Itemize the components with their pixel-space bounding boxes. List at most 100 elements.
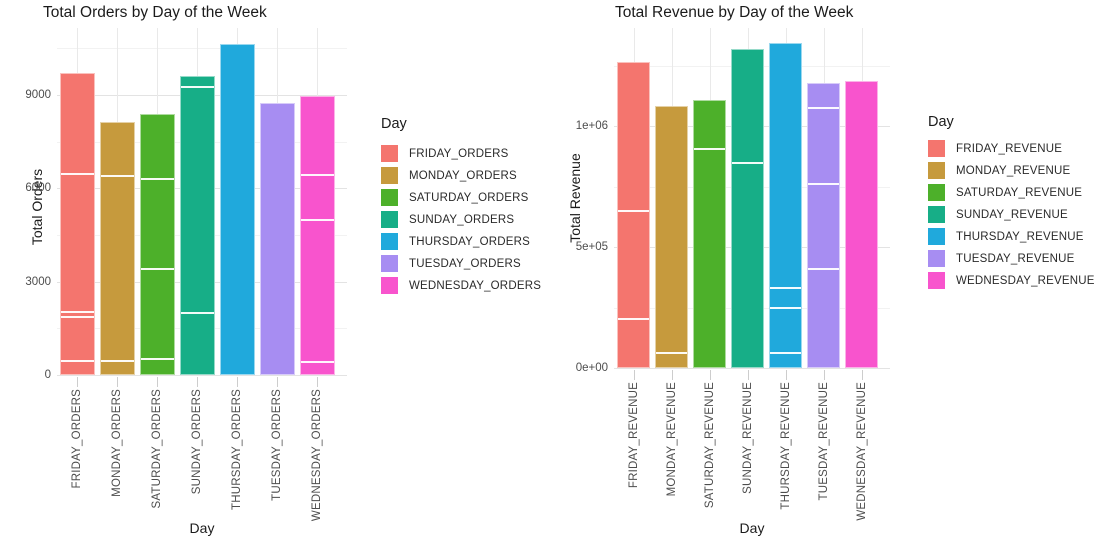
- stack-segment-line: [694, 148, 725, 151]
- x-tick-mark: [785, 370, 787, 380]
- legend-title: Day: [928, 114, 954, 130]
- x-tick-mark: [317, 377, 318, 387]
- x-tick-label: FRIDAY_ORDERS: [71, 389, 83, 494]
- x-tick-label: WEDNESDAY_ORDERS: [311, 389, 323, 526]
- stack-segment-line: [140, 178, 174, 181]
- x-tick-label-text: FRIDAY_REVENUE: [627, 382, 640, 489]
- stack-segment-line: [732, 162, 763, 165]
- x-tick-label-text: SATURDAY_ORDERS: [151, 389, 163, 509]
- chart-title: Total Orders by Day of the Week: [43, 4, 267, 21]
- x-tick-mark: [823, 370, 825, 380]
- legend-swatch-icon: [381, 211, 398, 228]
- y-tick-label: 0: [44, 369, 51, 381]
- stack-segment-line: [60, 316, 94, 319]
- legend-item: MONDAY_ORDERS: [381, 167, 517, 184]
- x-tick-label: SATURDAY_REVENUE: [704, 382, 716, 513]
- x-tick-label: MONDAY_ORDERS: [111, 389, 123, 502]
- x-tick-label: SUNDAY_REVENUE: [742, 382, 754, 499]
- legend-label: SATURDAY_ORDERS: [409, 191, 529, 204]
- bar-wednesday_revenue: [845, 80, 878, 368]
- bar-monday_revenue: [655, 105, 688, 368]
- x-tick-label: SUNDAY_ORDERS: [191, 389, 203, 499]
- x-tick-label-text: TUESDAY_ORDERS: [271, 389, 283, 501]
- x-tick-label-text: TUESDAY_REVENUE: [817, 382, 830, 501]
- stack-segment-line: [300, 219, 334, 222]
- legend-item: SUNDAY_ORDERS: [381, 211, 514, 228]
- legend-swatch-icon: [381, 233, 398, 250]
- plot-panel: [614, 28, 890, 369]
- legend-label: TUESDAY_REVENUE: [956, 252, 1075, 265]
- legend-swatch-icon: [928, 140, 945, 157]
- stack-segment-line: [770, 352, 801, 355]
- x-tick-mark: [277, 377, 278, 387]
- stack-segment-line: [770, 307, 801, 309]
- x-tick-label-text: SATURDAY_REVENUE: [703, 382, 716, 509]
- stack-segment-line: [770, 286, 801, 289]
- x-tick-mark: [117, 377, 118, 387]
- y-axis-title: Total Orders: [29, 168, 45, 246]
- x-tick-label-text: MONDAY_ORDERS: [111, 389, 123, 497]
- legend-item: TUESDAY_ORDERS: [381, 255, 521, 272]
- stack-segment-line: [140, 358, 174, 361]
- x-tick-label-text: FRIDAY_ORDERS: [71, 389, 83, 489]
- x-tick-label-text: MONDAY_REVENUE: [665, 382, 678, 497]
- legend-swatch-icon: [928, 184, 945, 201]
- x-axis-title: Day: [739, 520, 765, 536]
- y-tick-label: 1e+06: [575, 120, 608, 132]
- stack-segment-line: [808, 268, 839, 271]
- legend-item: FRIDAY_REVENUE: [928, 140, 1062, 157]
- major-gridline: [57, 375, 347, 376]
- y-tick-label: 3000: [25, 275, 51, 288]
- legend-item: SUNDAY_REVENUE: [928, 206, 1068, 223]
- x-tick-mark: [157, 377, 158, 387]
- stack-segment-line: [60, 360, 94, 363]
- legend-label: FRIDAY_ORDERS: [409, 147, 509, 160]
- bar-tuesday_revenue: [807, 82, 840, 368]
- legend-item: SATURDAY_REVENUE: [928, 184, 1082, 201]
- legend-label: THURSDAY_REVENUE: [956, 230, 1084, 243]
- bar-monday_orders: [99, 122, 135, 375]
- x-tick-label-text: SUNDAY_ORDERS: [191, 389, 203, 495]
- legend-item: THURSDAY_REVENUE: [928, 228, 1084, 245]
- legend-swatch-icon: [928, 162, 945, 179]
- x-tick-mark: [709, 370, 711, 380]
- legend-label: SATURDAY_REVENUE: [956, 186, 1083, 199]
- x-tick-mark: [671, 370, 673, 380]
- legend-swatch-icon: [928, 206, 945, 223]
- legend-swatch-icon: [928, 250, 945, 267]
- x-tick-mark: [237, 377, 238, 387]
- legend-swatch-icon: [381, 189, 398, 206]
- x-tick-label: THURSDAY_REVENUE: [780, 382, 792, 515]
- plot-panel: [57, 28, 347, 376]
- bar-sunday_revenue: [731, 49, 764, 368]
- legend-swatch-icon: [381, 145, 398, 162]
- x-tick-label: FRIDAY_REVENUE: [628, 382, 640, 493]
- stack-segment-line: [300, 174, 334, 177]
- legend-item: SATURDAY_ORDERS: [381, 189, 529, 206]
- x-axis-title: Day: [189, 520, 215, 536]
- x-tick-label-text: WEDNESDAY_REVENUE: [855, 382, 868, 521]
- stack-segment-line: [656, 352, 687, 355]
- x-tick-label: TUESDAY_REVENUE: [818, 382, 830, 505]
- bar-saturday_orders: [139, 114, 175, 375]
- x-tick-label: THURSDAY_ORDERS: [231, 389, 243, 515]
- y-axis-title: Total Revenue: [567, 153, 583, 243]
- legend-item: TUESDAY_REVENUE: [928, 250, 1074, 267]
- bar-tuesday_orders: [259, 103, 295, 375]
- x-tick-label-text: WEDNESDAY_ORDERS: [311, 389, 323, 522]
- legend-swatch-icon: [381, 255, 398, 272]
- legend-label: FRIDAY_REVENUE: [956, 142, 1063, 155]
- stack-segment-line: [60, 311, 94, 314]
- x-tick-mark: [633, 370, 635, 380]
- y-tick-label: 6000: [25, 182, 51, 195]
- stack-segment-line: [140, 268, 174, 271]
- y-tick-label: 0e+00: [575, 362, 608, 374]
- x-tick-mark: [861, 370, 863, 380]
- legend-title: Day: [381, 116, 407, 132]
- bar-thursday_orders: [219, 44, 255, 375]
- bar-friday_orders: [59, 73, 95, 375]
- bar-sunday_orders: [179, 76, 215, 375]
- bar-wednesday_orders: [299, 96, 335, 375]
- x-tick-label-text: THURSDAY_REVENUE: [779, 382, 792, 510]
